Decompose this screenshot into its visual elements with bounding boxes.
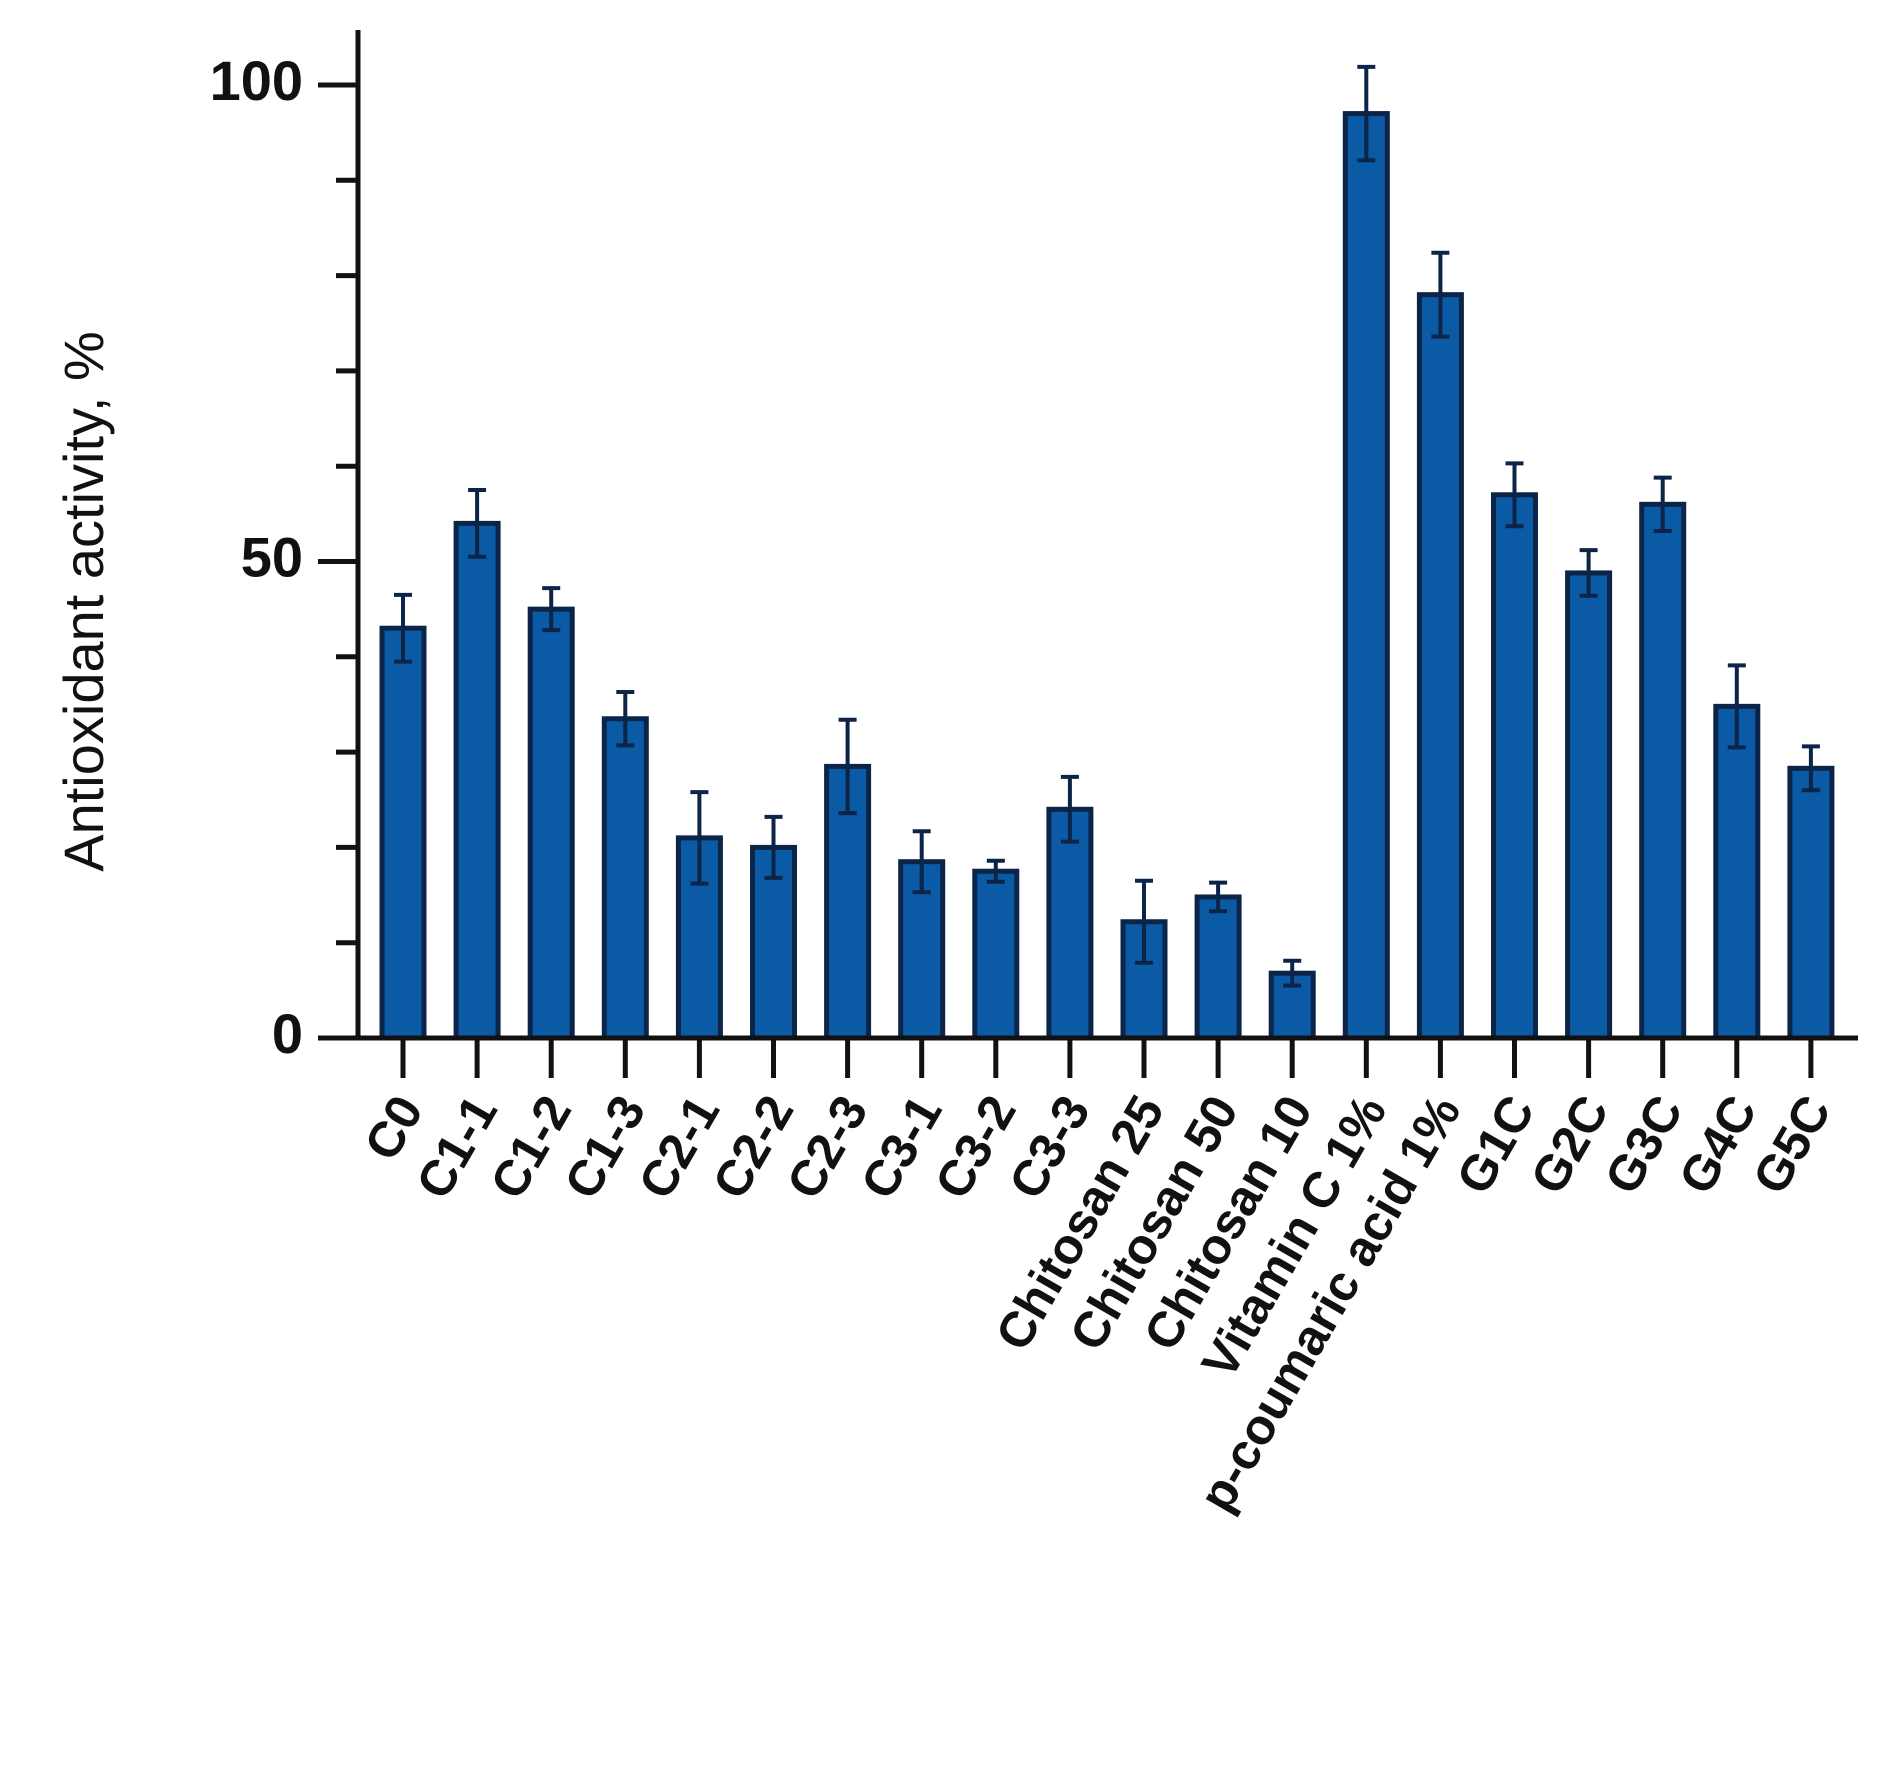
bar-vitamin-c-1- bbox=[1342, 111, 1390, 1041]
bar-g2c bbox=[1565, 570, 1613, 1041]
bar-c3-2 bbox=[972, 868, 1020, 1041]
bar-g5c bbox=[1787, 765, 1835, 1041]
bar-chitosan-50 bbox=[1194, 894, 1242, 1041]
x-tick-label: G2C bbox=[1520, 1086, 1620, 1203]
x-tick-label: C3-2 bbox=[924, 1086, 1027, 1208]
x-tick-label: C1-2 bbox=[479, 1086, 582, 1208]
bar-c0 bbox=[379, 625, 427, 1041]
bar-c3-1 bbox=[898, 859, 946, 1041]
bar-g4c bbox=[1713, 703, 1761, 1041]
y-tick-label: 100 bbox=[210, 49, 303, 112]
x-tick-label: C2-1 bbox=[628, 1086, 731, 1208]
x-tick-label: C2-2 bbox=[702, 1086, 805, 1208]
y-axis-label: Antioxidant activity, % bbox=[52, 331, 115, 872]
bar-g1c bbox=[1491, 492, 1538, 1041]
x-tick-label: C3-1 bbox=[850, 1086, 953, 1208]
axes-layer bbox=[318, 30, 1858, 1078]
bar-g3c bbox=[1639, 501, 1687, 1041]
x-tick-label: C2-3 bbox=[776, 1086, 879, 1208]
bar-c1-2 bbox=[527, 606, 575, 1041]
x-tick-label: C1-3 bbox=[554, 1086, 657, 1208]
y-tick-label: 50 bbox=[241, 525, 303, 588]
bar-p-coumaric-acid-1- bbox=[1416, 292, 1464, 1041]
bar-c1-3 bbox=[601, 716, 649, 1041]
error-bars-layer bbox=[394, 64, 1820, 988]
x-tick-label: G1C bbox=[1446, 1086, 1546, 1203]
y-tick-label: 0 bbox=[272, 1002, 303, 1065]
x-tick-label: G4C bbox=[1668, 1086, 1768, 1203]
x-tick-label: G3C bbox=[1594, 1086, 1694, 1203]
bars-layer bbox=[379, 111, 1835, 1041]
x-tick-label: G5C bbox=[1742, 1086, 1842, 1203]
bar-c1-1 bbox=[453, 520, 501, 1041]
x-tick-label: C1-1 bbox=[405, 1086, 508, 1208]
